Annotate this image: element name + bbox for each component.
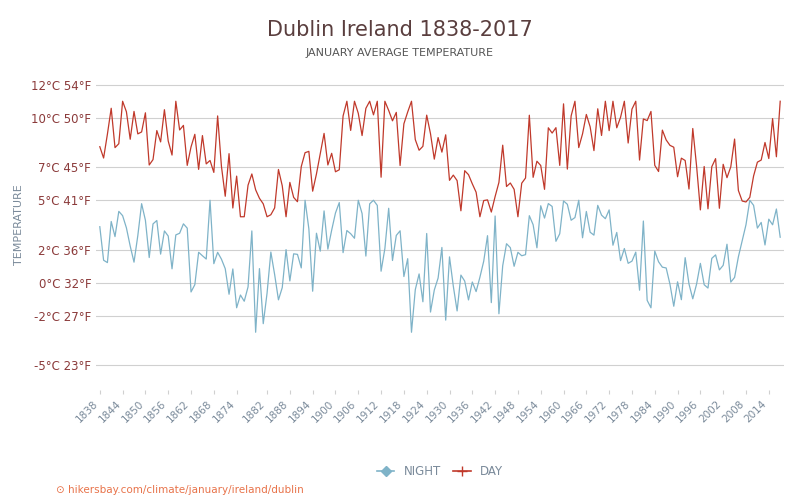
Text: Dublin Ireland 1838-2017: Dublin Ireland 1838-2017	[267, 20, 533, 40]
Text: ⊙ hikersbay.com/climate/january/ireland/dublin: ⊙ hikersbay.com/climate/january/ireland/…	[56, 485, 304, 495]
Y-axis label: TEMPERATURE: TEMPERATURE	[14, 184, 24, 266]
Text: JANUARY AVERAGE TEMPERATURE: JANUARY AVERAGE TEMPERATURE	[306, 48, 494, 58]
Legend: NIGHT, DAY: NIGHT, DAY	[372, 460, 508, 483]
